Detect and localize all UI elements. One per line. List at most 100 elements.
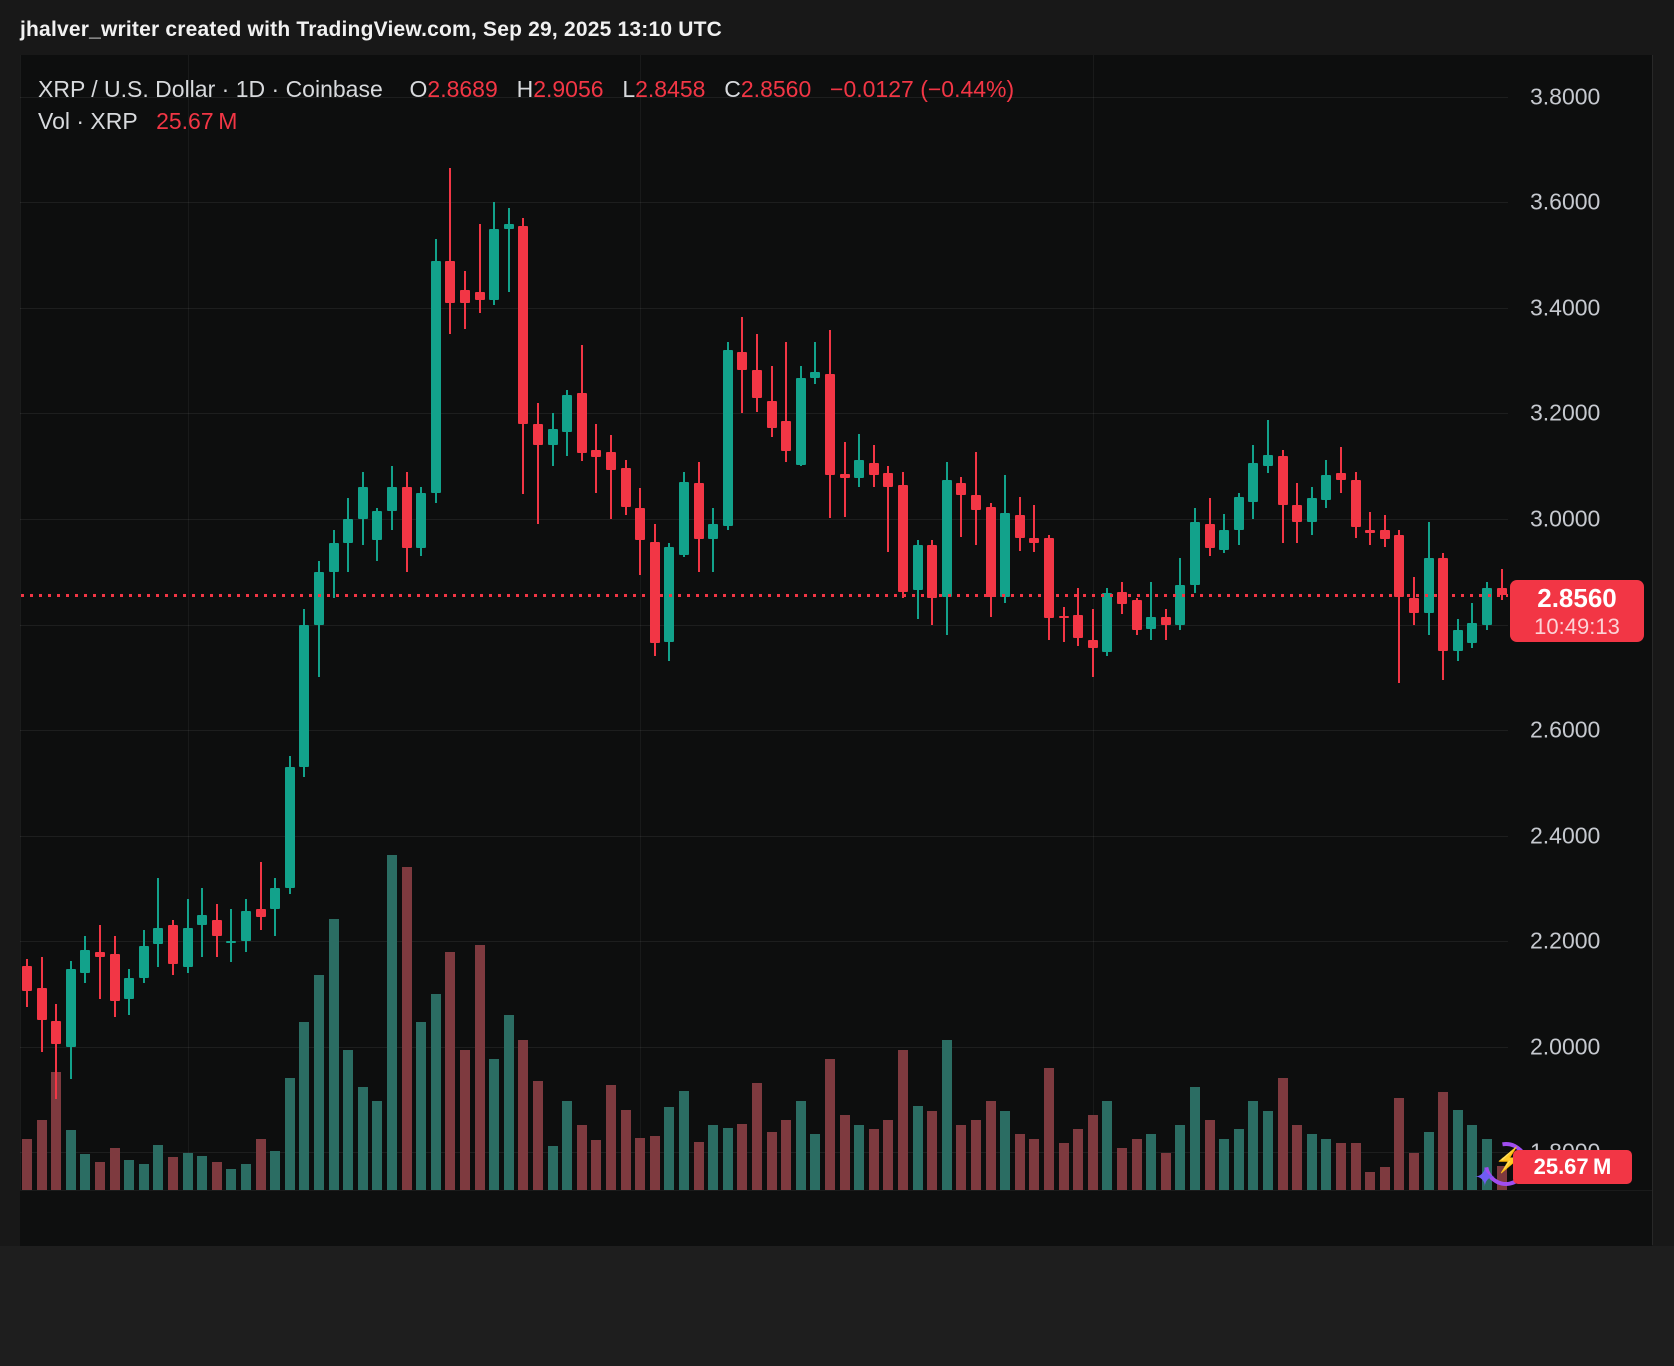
volume-bar bbox=[285, 1078, 295, 1190]
volume-bar bbox=[241, 1164, 251, 1190]
candle-body bbox=[986, 507, 996, 597]
price-tick-label: 3.0000 bbox=[1530, 505, 1601, 532]
volume-bar bbox=[197, 1156, 207, 1190]
candle-body bbox=[1000, 513, 1010, 597]
price-gridline bbox=[20, 413, 1508, 414]
candle-body bbox=[1146, 617, 1156, 629]
price-tick-label: 2.6000 bbox=[1530, 716, 1601, 743]
candle-body bbox=[650, 542, 660, 643]
price-tick-label: 2.2000 bbox=[1530, 927, 1601, 954]
volume-bar bbox=[1015, 1134, 1025, 1190]
price-gridline bbox=[20, 519, 1508, 520]
current-price-badge[interactable]: 2.8560 10:49:13 bbox=[1510, 580, 1644, 642]
volume-bar bbox=[1219, 1139, 1229, 1190]
candle-body bbox=[518, 226, 528, 424]
price-gridline bbox=[20, 1152, 1508, 1153]
candle-body bbox=[1467, 623, 1477, 643]
candle-body bbox=[124, 978, 134, 999]
volume-bar bbox=[504, 1015, 514, 1190]
price-tick-label: 3.2000 bbox=[1530, 399, 1601, 426]
candle-body bbox=[153, 928, 163, 944]
symbol-legend[interactable]: XRP / U.S. Dollar · 1D · Coinbase O2.868… bbox=[38, 76, 1014, 103]
volume-bar bbox=[971, 1120, 981, 1190]
time-axis[interactable] bbox=[20, 1190, 1652, 1247]
candle-wick bbox=[99, 925, 101, 999]
exchange-label[interactable]: Coinbase bbox=[285, 76, 383, 102]
candle-body bbox=[460, 290, 470, 303]
volume-bar bbox=[1453, 1110, 1463, 1190]
candle-body bbox=[314, 572, 324, 625]
volume-bar bbox=[460, 1050, 470, 1190]
candle-body bbox=[723, 350, 733, 526]
current-volume-badge[interactable]: 25.67 M bbox=[1513, 1150, 1632, 1184]
candle-body bbox=[883, 473, 893, 487]
chart-pane[interactable] bbox=[20, 55, 1652, 1190]
candle-body bbox=[329, 543, 339, 572]
volume-bar bbox=[635, 1138, 645, 1190]
volume-bar bbox=[840, 1115, 850, 1190]
price-gridline bbox=[20, 97, 1508, 98]
candle-body bbox=[1380, 530, 1390, 539]
volume-value: 25.67 M bbox=[156, 108, 238, 134]
volume-bar bbox=[956, 1125, 966, 1190]
candle-body bbox=[1219, 530, 1229, 550]
volume-bar bbox=[1409, 1153, 1419, 1190]
volume-bar bbox=[1102, 1101, 1112, 1190]
symbol-title[interactable]: XRP / U.S. Dollar bbox=[38, 76, 216, 102]
volume-bar bbox=[781, 1120, 791, 1190]
volume-bar bbox=[110, 1148, 120, 1190]
candle-body bbox=[1497, 588, 1507, 595]
interval-label[interactable]: 1D bbox=[235, 76, 266, 102]
candle-body bbox=[562, 395, 572, 432]
volume-bar bbox=[577, 1125, 587, 1190]
candle-wick bbox=[1501, 569, 1503, 600]
price-gridline bbox=[20, 1047, 1508, 1048]
candle-wick bbox=[1369, 512, 1371, 545]
candle-body bbox=[285, 767, 295, 888]
candle-wick bbox=[260, 862, 262, 930]
candle-body bbox=[635, 508, 645, 540]
left-margin bbox=[0, 0, 20, 1246]
high-label: H bbox=[516, 76, 534, 102]
volume-bar bbox=[694, 1142, 704, 1190]
volume-bar bbox=[358, 1087, 368, 1190]
volume-bar bbox=[1175, 1125, 1185, 1190]
change-value: −0.0127 (−0.44%) bbox=[830, 76, 1015, 102]
candle-wick bbox=[785, 342, 787, 462]
candle-body bbox=[431, 261, 441, 493]
volume-bar bbox=[1263, 1111, 1273, 1190]
candle-body bbox=[489, 229, 499, 300]
candle-body bbox=[80, 950, 90, 973]
attribution-text: jhalver_writer created with TradingView.… bbox=[20, 18, 723, 41]
candle-body bbox=[66, 969, 76, 1047]
candle-body bbox=[898, 485, 908, 592]
volume-bar bbox=[1394, 1098, 1404, 1190]
candle-body bbox=[1132, 600, 1142, 630]
price-tick-label: 3.4000 bbox=[1530, 294, 1601, 321]
volume-bar bbox=[533, 1081, 543, 1190]
volume-bar bbox=[518, 1040, 528, 1190]
candle-body bbox=[241, 911, 251, 941]
candle-wick bbox=[537, 403, 539, 524]
volume-bar bbox=[153, 1145, 163, 1190]
candle-body bbox=[840, 474, 850, 478]
volume-legend[interactable]: Vol · XRP 25.67 M bbox=[38, 108, 237, 135]
volume-bar bbox=[1292, 1125, 1302, 1190]
candle-body bbox=[445, 261, 455, 303]
volume-bar bbox=[1059, 1143, 1069, 1190]
candle-body bbox=[1161, 617, 1171, 625]
low-value: 2.8458 bbox=[635, 76, 706, 102]
volume-bar bbox=[212, 1162, 222, 1190]
candle-body bbox=[767, 401, 777, 428]
candle-body bbox=[139, 946, 149, 978]
volume-bar bbox=[1248, 1101, 1258, 1190]
candle-body bbox=[22, 966, 32, 991]
candle-body bbox=[621, 468, 631, 507]
candle-body bbox=[1336, 473, 1346, 480]
candle-body bbox=[1175, 585, 1185, 625]
volume-bar bbox=[927, 1111, 937, 1190]
volume-bar bbox=[226, 1169, 236, 1190]
volume-bar bbox=[1438, 1092, 1448, 1190]
volume-bar bbox=[1146, 1134, 1156, 1190]
close-value: 2.8560 bbox=[740, 76, 812, 102]
